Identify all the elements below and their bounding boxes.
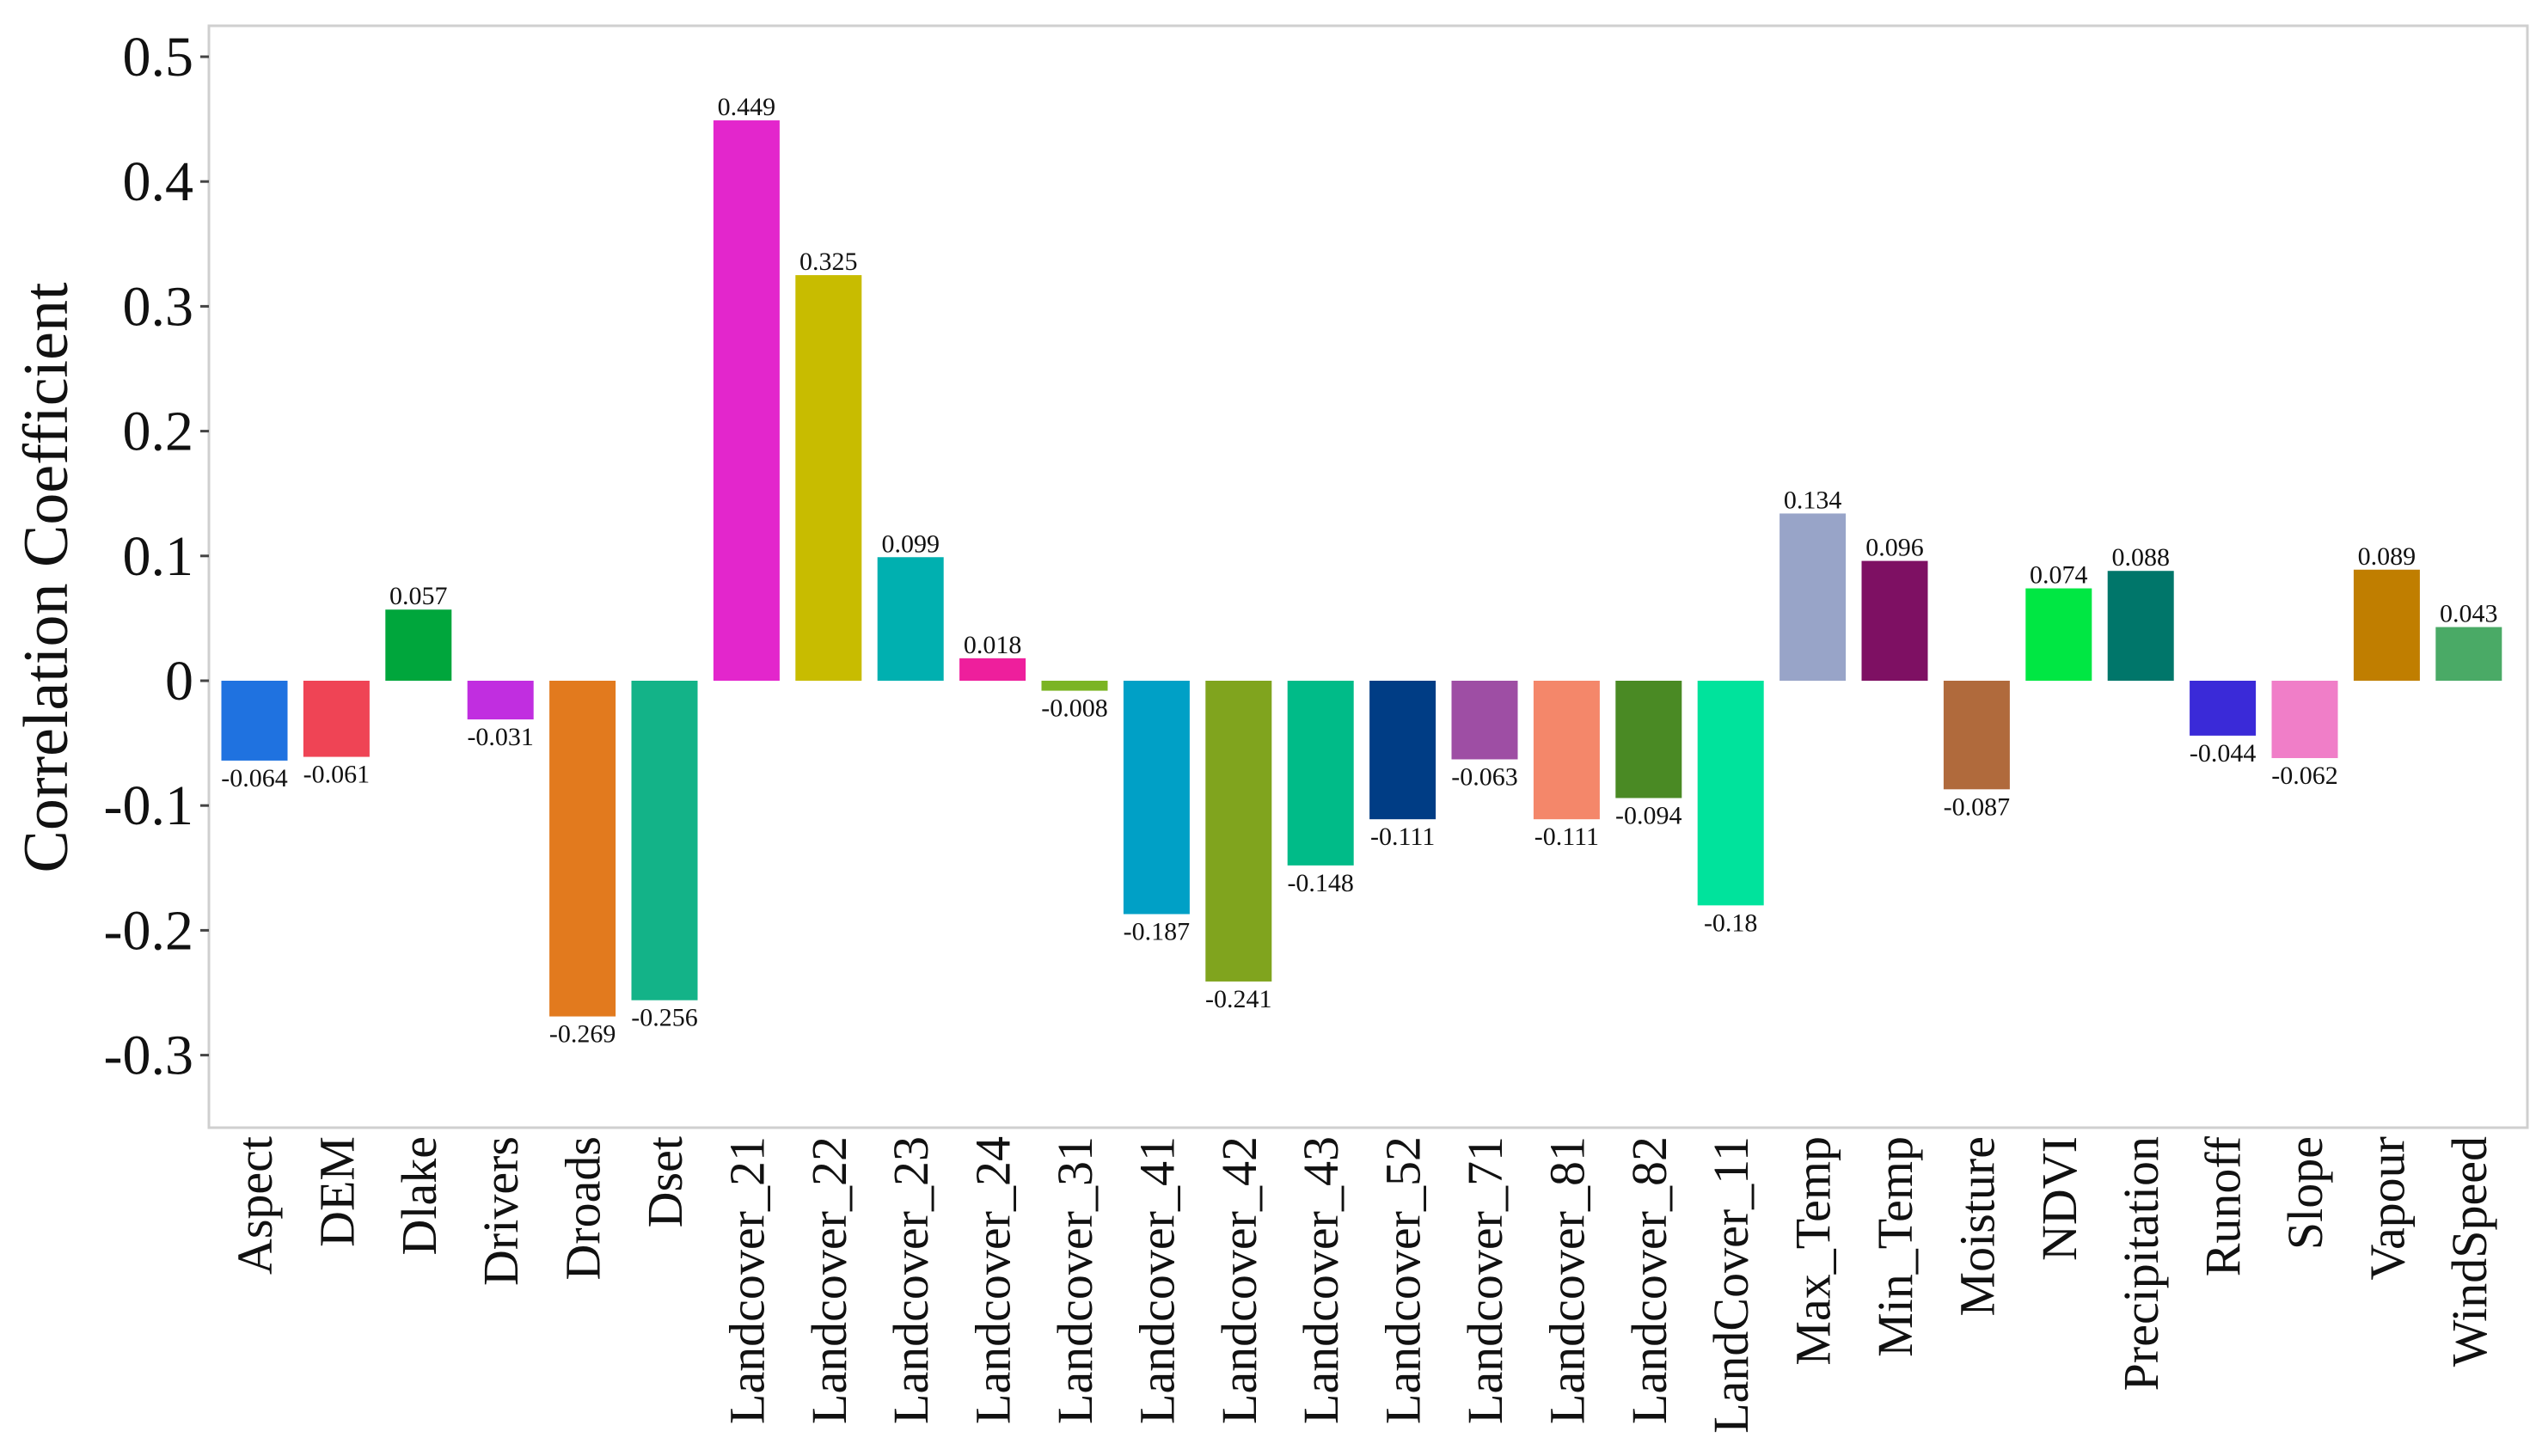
x-tick-label: NDVI [2031,1136,2087,1261]
x-tick-label: Moisture [1949,1136,2005,1316]
bar-precipitation [2107,571,2174,681]
x-tick-label: Landcover_23 [883,1136,939,1424]
x-tick-label: Min_Temp [1867,1136,1923,1357]
y-tick-label: -0.3 [104,1025,193,1087]
x-axis: Aspect DEM Dlake Drivers Droads Dset Landcover… [227,1135,2497,1433]
data-label-slope: -0.062 [2271,762,2338,790]
x-tick-label: Precipitation [2113,1136,2169,1391]
data-label-dlake: 0.057 [389,582,448,610]
bar-landcover_21 [713,120,780,681]
bar-landcover_82 [1615,681,1682,798]
data-label-landcover_42: -0.241 [1205,985,1272,1013]
x-tick-label: Landcover_82 [1621,1136,1677,1424]
data-label-landcover_23: 0.099 [881,529,940,558]
x-tick-label: Landcover_81 [1539,1136,1595,1424]
x-tick-label: LandCover_11 [1703,1136,1759,1434]
x-tick-label: Landcover_71 [1457,1136,1513,1424]
data-label-runoff: -0.044 [2190,739,2257,768]
x-tick-label: DEM [309,1136,364,1247]
bar-landcover_11 [1697,681,1764,906]
bar-landcover_81 [1533,681,1600,820]
y-tick-label: -0.2 [104,899,193,962]
y-axis: 0.5 0.4 0.3 0.2 0.1 0 -0.1 -0.2 -0.3 [104,26,209,1087]
data-label-moisture: -0.087 [1944,792,2011,821]
data-label-dset: -0.256 [631,1004,698,1032]
bar-vapour [2353,569,2420,681]
x-tick-label: Slope [2277,1136,2333,1250]
bar-dem [303,681,370,757]
bar-slope [2271,681,2338,759]
x-tick-label: Max_Temp [1786,1136,1841,1366]
y-tick-label: 0 [165,650,193,713]
bar-landcover_24 [959,658,1026,681]
bar-aspect [221,681,288,761]
x-tick-label: Landcover_41 [1129,1136,1185,1424]
bar-runoff [2190,681,2257,736]
data-label-vapour: 0.089 [2358,542,2417,571]
data-label-landcover_22: 0.325 [799,248,858,276]
x-tick-label: Landcover_42 [1211,1136,1267,1424]
bar-landcover_42 [1205,681,1272,982]
data-label-landcover_81: -0.111 [1534,823,1599,851]
data-label-max_temp: 0.134 [1784,486,1842,514]
bar-landcover_71 [1451,681,1518,760]
x-tick-label: Dlake [391,1136,447,1256]
data-label-dem: -0.061 [303,761,371,789]
bar-moisture [1943,681,2010,790]
bar-landcover_22 [795,275,862,681]
bar-landcover_41 [1123,681,1190,915]
bar-min_temp [1861,560,1928,681]
data-label-ndvi: 0.074 [2030,561,2088,590]
y-tick-label: -0.1 [104,774,193,837]
bars [221,120,2502,1017]
x-tick-label: Vapour [2359,1136,2415,1281]
bar-drivers [467,681,534,720]
y-tick-label: 0.1 [123,525,194,588]
x-tick-label: Dset [637,1136,693,1227]
bar-landcover_23 [877,557,944,681]
x-tick-label: Aspect [227,1136,283,1275]
y-tick-label: 0.3 [123,275,194,338]
bar-landcover_43 [1287,681,1354,866]
data-label-landcover_21: 0.449 [718,93,776,121]
x-tick-label: WindSpeed [2441,1136,2497,1367]
x-tick-label: Landcover_24 [965,1136,1021,1424]
data-label-droads: -0.269 [549,1020,616,1049]
data-label-landcover_82: -0.094 [1615,801,1682,829]
x-tick-label: Landcover_52 [1375,1136,1431,1424]
x-tick-label: Drivers [473,1136,529,1286]
bar-windspeed [2435,627,2502,681]
x-tick-label: Landcover_43 [1293,1136,1349,1424]
bar-max_temp [1779,513,1847,681]
data-label-drivers: -0.031 [467,723,534,751]
data-label-aspect: -0.064 [221,764,288,792]
bar-droads [549,681,616,1017]
data-label-landcover_52: -0.111 [1370,823,1435,851]
y-tick-label: 0.2 [123,401,194,463]
y-tick-label: 0.4 [123,150,194,213]
x-tick-label: Landcover_31 [1047,1136,1103,1424]
bar-ndvi [2025,588,2092,681]
x-tick-label: Landcover_21 [719,1136,775,1424]
data-label-precipitation: 0.088 [2111,543,2170,572]
y-tick-label: 0.5 [123,26,194,89]
bar-dset [631,681,698,1000]
bar-dlake [385,609,452,681]
y-axis-label: Correlation Coefficient [11,282,82,872]
data-label-landcover_43: -0.148 [1287,869,1354,897]
x-tick-label: Landcover_22 [801,1136,857,1424]
data-label-landcover_71: -0.063 [1451,762,1518,791]
data-label-landcover_11: -0.18 [1704,908,1758,937]
x-tick-label: Runoff [2196,1135,2251,1276]
x-tick-label: Droads [555,1136,611,1281]
data-label-min_temp: 0.096 [1865,534,1924,562]
data-label-landcover_41: -0.187 [1124,918,1191,946]
bar-landcover_31 [1041,681,1108,691]
data-label-landcover_24: 0.018 [964,631,1022,659]
data-label-landcover_31: -0.008 [1041,694,1108,723]
bar-landcover_52 [1369,681,1436,820]
data-labels: -0.064 -0.061 0.057 -0.031 -0.269 -0.256 0.449… [221,93,2497,1049]
data-label-windspeed: 0.043 [2440,600,2498,628]
